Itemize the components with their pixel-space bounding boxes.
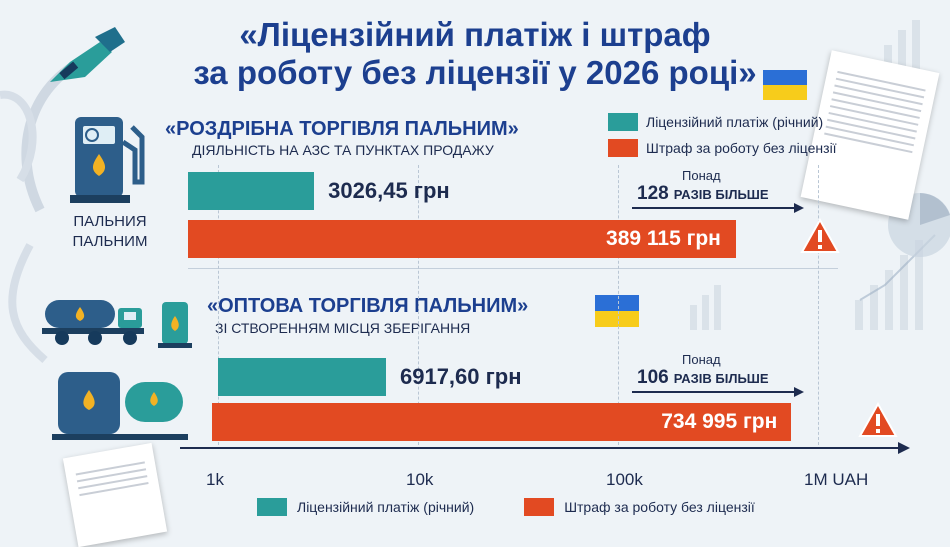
section-1-title: «РОЗДРІБНА ТОРГІВЛЯ ПАЛЬНИМ»	[165, 118, 519, 140]
ukraine-flag-icon	[763, 70, 807, 100]
x-axis	[180, 442, 910, 454]
gridline	[618, 165, 619, 445]
ratio-annotation-retail: Понад 128 РАЗІВ БІЛЬШЕ	[637, 168, 807, 205]
section-divider	[188, 268, 838, 269]
gridline	[818, 165, 819, 445]
fuel-nozzle-icon	[50, 27, 125, 82]
fuel-pump-caption-line-1: ПАЛЬНИЯ	[73, 213, 147, 230]
fuel-pump-icon	[70, 117, 145, 203]
ratio-arrow-wholesale	[632, 387, 804, 397]
ratio-number-wholesale: 106	[637, 367, 669, 388]
gridline	[218, 165, 219, 445]
legend-item-fine: Штраф за роботу без ліцензії	[608, 139, 837, 157]
legend-swatch-fine	[608, 139, 638, 157]
storage-tank-icon	[52, 372, 188, 440]
legend-item-license: Ліцензійний платіж (річний)	[608, 113, 837, 131]
gridline	[418, 165, 419, 445]
x-tick-label: 1k	[206, 470, 224, 489]
ratio-text-retail: РАЗІВ БІЛЬШЕ	[673, 187, 769, 202]
fuel-pump-caption-line-2: ПАЛЬНИМ	[72, 233, 148, 250]
legend-label-license: Ліцензійний платіж (річний)	[297, 499, 475, 515]
ratio-prefix-retail: Понад	[682, 168, 721, 183]
legend-swatch-license	[608, 113, 638, 131]
legend-label-license: Ліцензійний платіж (річний)	[646, 114, 824, 130]
legend-label-fine: Штраф за роботу без ліцензії	[646, 140, 837, 156]
ratio-prefix-wholesale: Понад	[682, 352, 721, 367]
ratio-annotation-wholesale: Понад 106 РАЗІВ БІЛЬШЕ	[637, 352, 807, 389]
bar-fine-wholesale	[212, 403, 792, 441]
license-value-retail: 3026,45 грн	[328, 178, 450, 203]
bar-license-wholesale	[218, 358, 386, 396]
x-tick-label: 100k	[606, 470, 643, 489]
title-line-1: «Ліцензійний платіж і штраф	[239, 16, 711, 53]
ukraine-flag-icon	[595, 295, 639, 327]
x-tick-label: 10k	[406, 470, 434, 489]
small-fuel-pump-icon	[158, 302, 192, 348]
page-title: «Ліцензійний платіж і штраф за роботу бе…	[0, 16, 950, 92]
warning-icon	[800, 218, 840, 253]
bar-license-retail	[188, 172, 315, 210]
fine-value-retail: 389 115 грн	[606, 227, 721, 250]
bar-fine-retail	[188, 220, 737, 258]
document-image-bottom	[62, 442, 168, 547]
legend-bottom: Ліцензійний платіж (річний) Штраф за роб…	[257, 498, 755, 516]
ratio-text-wholesale: РАЗІВ БІЛЬШЕ	[673, 371, 769, 386]
legend-label-fine: Штраф за роботу без ліцензії	[564, 499, 755, 515]
warning-icon	[858, 402, 898, 437]
legend-top: Ліцензійний платіж (річний) Штраф за роб…	[608, 113, 837, 157]
ratio-arrow-retail	[632, 203, 804, 213]
section-2-title: «ОПТОВА ТОРГІВЛЯ ПАЛЬНИМ»	[207, 295, 529, 317]
section-1-subtitle: ДІЯЛЬНІСТЬ НА АЗС ТА ПУНКТАХ ПРОДАЖУ	[192, 142, 494, 158]
license-value-wholesale: 6917,60 грн	[399, 364, 522, 389]
fuel-pump-caption: ПАЛЬНИЯ ПАЛЬНИМ	[60, 212, 160, 252]
section-2-subtitle: ЗІ СТВОРЕННЯМ МІСЦЯ ЗБЕРІГАННЯ	[215, 320, 471, 336]
tanker-truck-icon	[42, 300, 144, 345]
title-line-2: за роботу без ліцензії у 2026 році»	[193, 54, 757, 91]
x-tick-label: 1M UAH	[804, 470, 869, 489]
fine-value-wholesale: 734 995 грн	[661, 410, 778, 433]
legend-swatch-license	[257, 498, 287, 516]
legend-swatch-fine	[524, 498, 555, 516]
ratio-number-retail: 128	[637, 183, 669, 204]
